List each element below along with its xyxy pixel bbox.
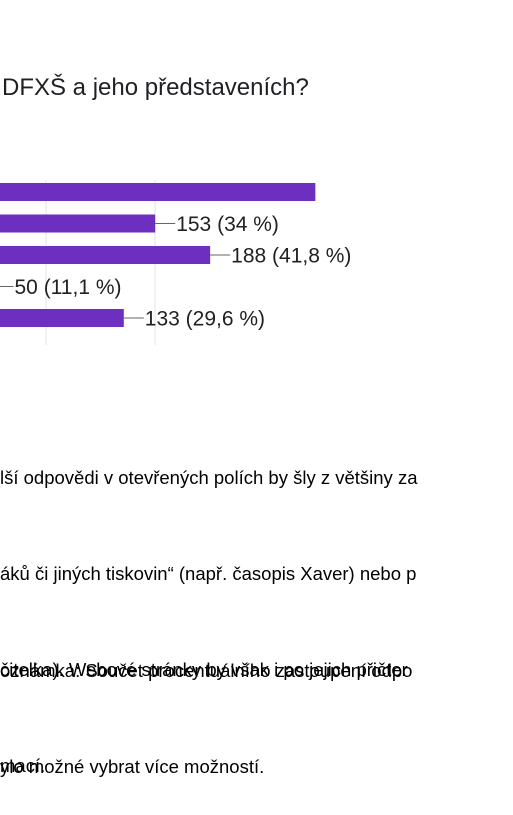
note-line: oznámka: Součet procentuálního zastoupen… [0,660,413,681]
note-line: ylo možné vybrat více možností. [0,756,265,777]
bar [0,214,156,233]
paragraph-line: čitelka). Webové stránky by však i po je… [0,659,408,680]
value-label: 50 (11,1 %) [15,276,122,299]
value-label: 133 (29,6 %) [145,308,265,331]
paragraph-line: áků či jiných tiskovin“ (např. časopis X… [0,563,417,584]
value-labels: 153 (34 %) 188 (41,8 %) 50 (11,1 %) 133 (29… [15,213,352,331]
value-label: 153 (34 %) [176,213,279,236]
bar-chart: 153 (34 %) 188 (41,8 %) 50 (11,1 %) 133 (29… [0,180,352,345]
note-paragraph: oznámka: Součet procentuálního zastoupen… [0,591,412,815]
body-paragraph: lší odpovědi v otevřených polích by šly … [0,398,417,814]
chart-title: DFXŠ a jeho představeních? [2,74,309,101]
bars [0,183,316,327]
bar [0,309,124,327]
value-label: 188 (41,8 %) [231,245,351,268]
bar [0,246,211,264]
bar [0,183,316,201]
leader-lines [0,223,231,319]
paragraph-line: lší odpovědi v otevřených polích by šly … [0,467,418,488]
